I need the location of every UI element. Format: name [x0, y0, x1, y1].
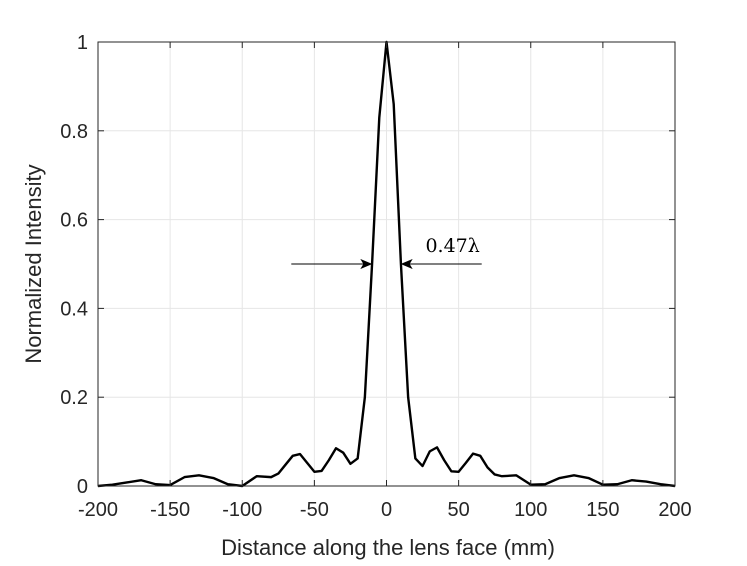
- x-axis-label: Distance along the lens face (mm): [221, 535, 555, 560]
- x-tick-label: 50: [448, 499, 470, 521]
- y-tick-label: 0.4: [60, 298, 88, 320]
- x-tick-label: -150: [150, 499, 190, 521]
- x-tick-label: 150: [586, 499, 619, 521]
- x-tick-labels: -200 -150 -100 -50 0 50 100 150 200: [78, 499, 692, 521]
- y-axis-label: Normalized Intensity: [21, 164, 46, 363]
- x-tick-label: -100: [222, 499, 262, 521]
- y-tick-label: 0.6: [60, 210, 88, 232]
- x-tick-label: -50: [300, 499, 329, 521]
- x-tick-label: 200: [658, 499, 691, 521]
- fwhm-label: 0.47λ: [425, 235, 479, 257]
- x-tick-label: 100: [514, 499, 547, 521]
- y-tick-label: 0.2: [60, 387, 88, 409]
- y-tick-label: 0.8: [60, 121, 88, 143]
- y-tick-label: 1: [77, 32, 88, 54]
- y-tick-label: 0: [77, 476, 88, 498]
- x-tick-label: 0: [381, 499, 392, 521]
- x-tick-label: -200: [78, 499, 118, 521]
